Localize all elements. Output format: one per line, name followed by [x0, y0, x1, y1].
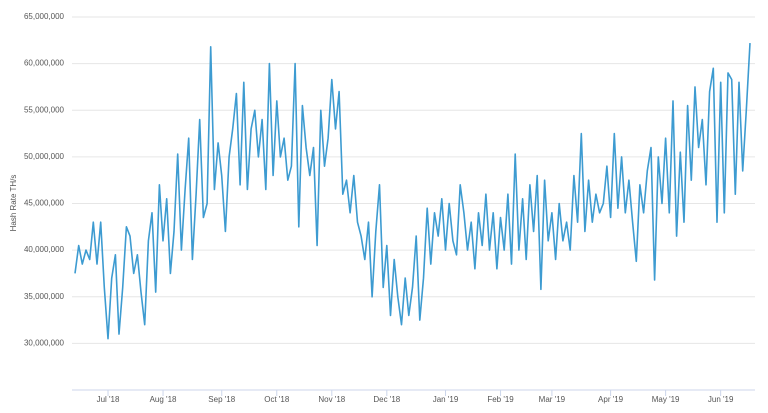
x-tick-label: Nov '18 [318, 395, 345, 404]
x-tick-label: Jan '19 [433, 395, 459, 404]
y-tick-label: 60,000,000 [24, 59, 65, 68]
y-tick-label: 30,000,000 [24, 338, 65, 347]
line [74, 43, 751, 340]
y-tick-label: 65,000,000 [24, 12, 65, 21]
y-axis-label: Hash Rate TH/s [9, 175, 18, 232]
x-tick-label: Sep '18 [208, 395, 235, 404]
y-tick-label: 50,000,000 [24, 152, 65, 161]
x-tick-label: Dec '18 [373, 395, 400, 404]
x-tick-label: May '19 [652, 395, 680, 404]
x-tick-label: Feb '19 [487, 395, 514, 404]
x-tick-label: Oct '18 [264, 395, 290, 404]
x-tick-label: Aug '18 [150, 395, 177, 404]
y-tick-label: 45,000,000 [24, 199, 65, 208]
x-tick-label: Mar '19 [539, 395, 566, 404]
x-tick-label: Apr '19 [598, 395, 624, 404]
y-tick-label: 55,000,000 [24, 105, 65, 114]
x-tick-label: Jun '19 [708, 395, 734, 404]
y-tick-label: 35,000,000 [24, 292, 65, 301]
x-tick-label: Jul '18 [97, 395, 120, 404]
y-tick-label: 40,000,000 [24, 245, 65, 254]
